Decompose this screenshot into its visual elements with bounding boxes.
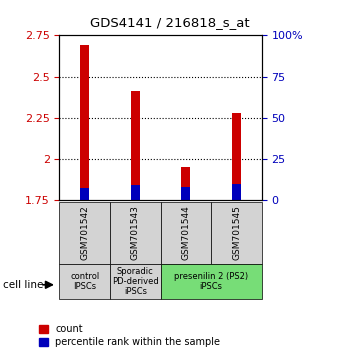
Text: GSM701542: GSM701542 [80, 205, 89, 260]
Bar [110, 264, 160, 299]
Bar [211, 202, 262, 264]
Bar [181, 187, 190, 200]
Text: cell line: cell line [3, 280, 44, 290]
Text: GDS4141 / 216818_s_at: GDS4141 / 216818_s_at [90, 16, 250, 29]
Bar [232, 183, 241, 200]
Bar [131, 185, 140, 200]
Legend: count, percentile rank within the sample: count, percentile rank within the sample [39, 325, 220, 347]
Bar [181, 167, 190, 200]
Bar [161, 202, 211, 264]
Bar [80, 188, 89, 200]
Text: presenilin 2 (PS2)
iPSCs: presenilin 2 (PS2) iPSCs [174, 272, 248, 291]
Text: GSM701545: GSM701545 [232, 205, 241, 260]
Bar [131, 91, 140, 200]
Text: GSM701544: GSM701544 [182, 205, 190, 260]
Text: Sporadic
PD-derived
iPSCs: Sporadic PD-derived iPSCs [112, 267, 159, 296]
Text: GSM701543: GSM701543 [131, 205, 140, 260]
Bar [59, 202, 110, 264]
Bar [161, 264, 262, 299]
Bar [80, 45, 89, 200]
Bar [232, 113, 241, 200]
Text: control
IPSCs: control IPSCs [70, 272, 99, 291]
Bar [59, 264, 110, 299]
Bar [110, 202, 160, 264]
